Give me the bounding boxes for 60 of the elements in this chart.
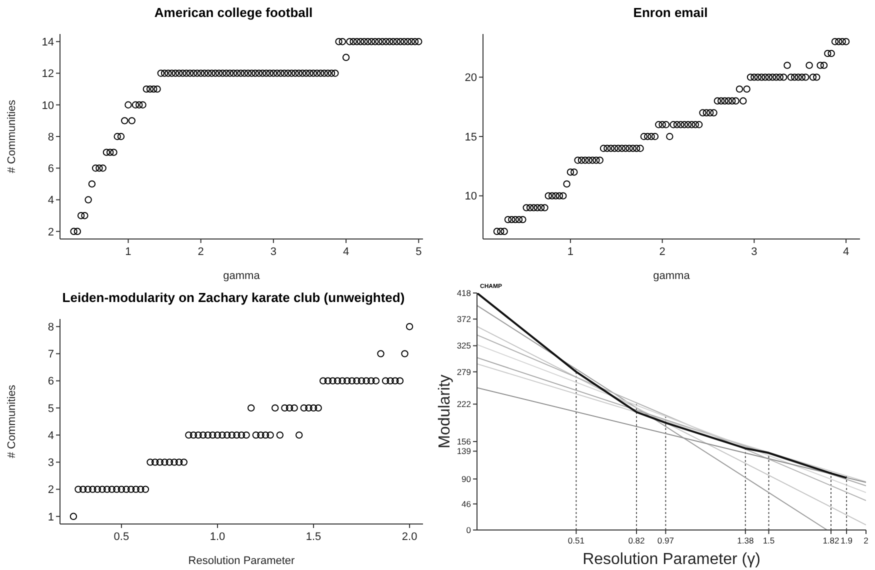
x-tick-label: 1.5 — [306, 530, 322, 543]
x-axis-title: Resolution Parameter — [188, 555, 296, 567]
y-tick-label: 2 — [48, 226, 54, 238]
x-tick-label: 1.82 — [822, 536, 840, 546]
y-tick-label: 418 — [456, 288, 472, 298]
x-tick-label: 3 — [270, 246, 277, 258]
x-tick-label: 2.0 — [402, 530, 418, 543]
y-tick-label: 15 — [464, 131, 477, 144]
y-tick-label: 6 — [48, 376, 54, 388]
x-tick-label: 4 — [342, 246, 350, 258]
x-tick-label: 1.5 — [762, 536, 775, 546]
y-tick-label: 372 — [456, 314, 472, 324]
x-tick-label: 1 — [125, 246, 132, 258]
y-tick-label: 46 — [462, 498, 472, 509]
y-tick-label: 2 — [48, 484, 54, 496]
y-tick-label: 279 — [456, 366, 472, 377]
x-tick-label: 1.0 — [210, 530, 226, 543]
x-tick-label: 2 — [659, 246, 666, 258]
y-tick-label: 0 — [466, 525, 472, 536]
y-tick-label: 10 — [42, 100, 54, 112]
x-tick-label: 5 — [416, 246, 422, 258]
chart-title: Enron email — [632, 4, 709, 22]
y-tick-label: 8 — [48, 322, 54, 334]
x-axis-title: gamma — [223, 270, 261, 282]
y-tick-label: 8 — [48, 131, 54, 144]
y-tick-label: 4 — [48, 194, 54, 207]
x-axis-title: Resolution Parameter (γ) — [582, 551, 760, 568]
x-tick-label: 1 — [567, 246, 574, 258]
x-tick-label: 0.82 — [628, 536, 646, 546]
y-tick-label: 3 — [48, 457, 54, 470]
x-tick-label: 4 — [842, 246, 850, 258]
y-axis-title: # Communities — [6, 99, 18, 174]
y-tick-label: 14 — [42, 36, 54, 48]
y-tick-label: 90 — [462, 474, 472, 484]
y-tick-label: 5 — [48, 402, 54, 415]
y-tick-label: 156 — [456, 436, 472, 447]
x-tick-label: 2 — [864, 536, 869, 546]
y-tick-label: 222 — [456, 399, 472, 410]
y-axis-title: # Communities — [6, 384, 18, 458]
y-tick-label: 139 — [456, 446, 472, 456]
y-tick-label: 12 — [42, 68, 54, 80]
y-tick-label: 20 — [464, 72, 477, 84]
x-tick-label: 3 — [751, 246, 758, 258]
x-tick-label: 1.38 — [737, 536, 754, 546]
line-series — [477, 293, 848, 479]
x-tick-label: 0.5 — [114, 530, 130, 543]
y-tick-label: 7 — [48, 348, 54, 361]
chart-title: American college football — [153, 4, 314, 22]
y-tick-label: 4 — [48, 430, 54, 442]
y-tick-label: 325 — [456, 340, 472, 351]
y-tick-label: 6 — [48, 163, 54, 176]
x-tick-label: 1.9 — [840, 536, 853, 546]
x-tick-label: 2 — [198, 246, 204, 258]
x-tick-label: 0.97 — [657, 536, 674, 546]
y-tick-label: 1 — [48, 511, 54, 524]
chart-title: Leiden-modularity on Zachary karate club (unweighted) — [61, 289, 406, 307]
y-tick-label: 10 — [464, 190, 477, 203]
y-axis-title: Modularity — [436, 374, 454, 448]
x-tick-label: 0.51 — [568, 536, 585, 546]
x-axis-title: gamma — [653, 270, 691, 282]
